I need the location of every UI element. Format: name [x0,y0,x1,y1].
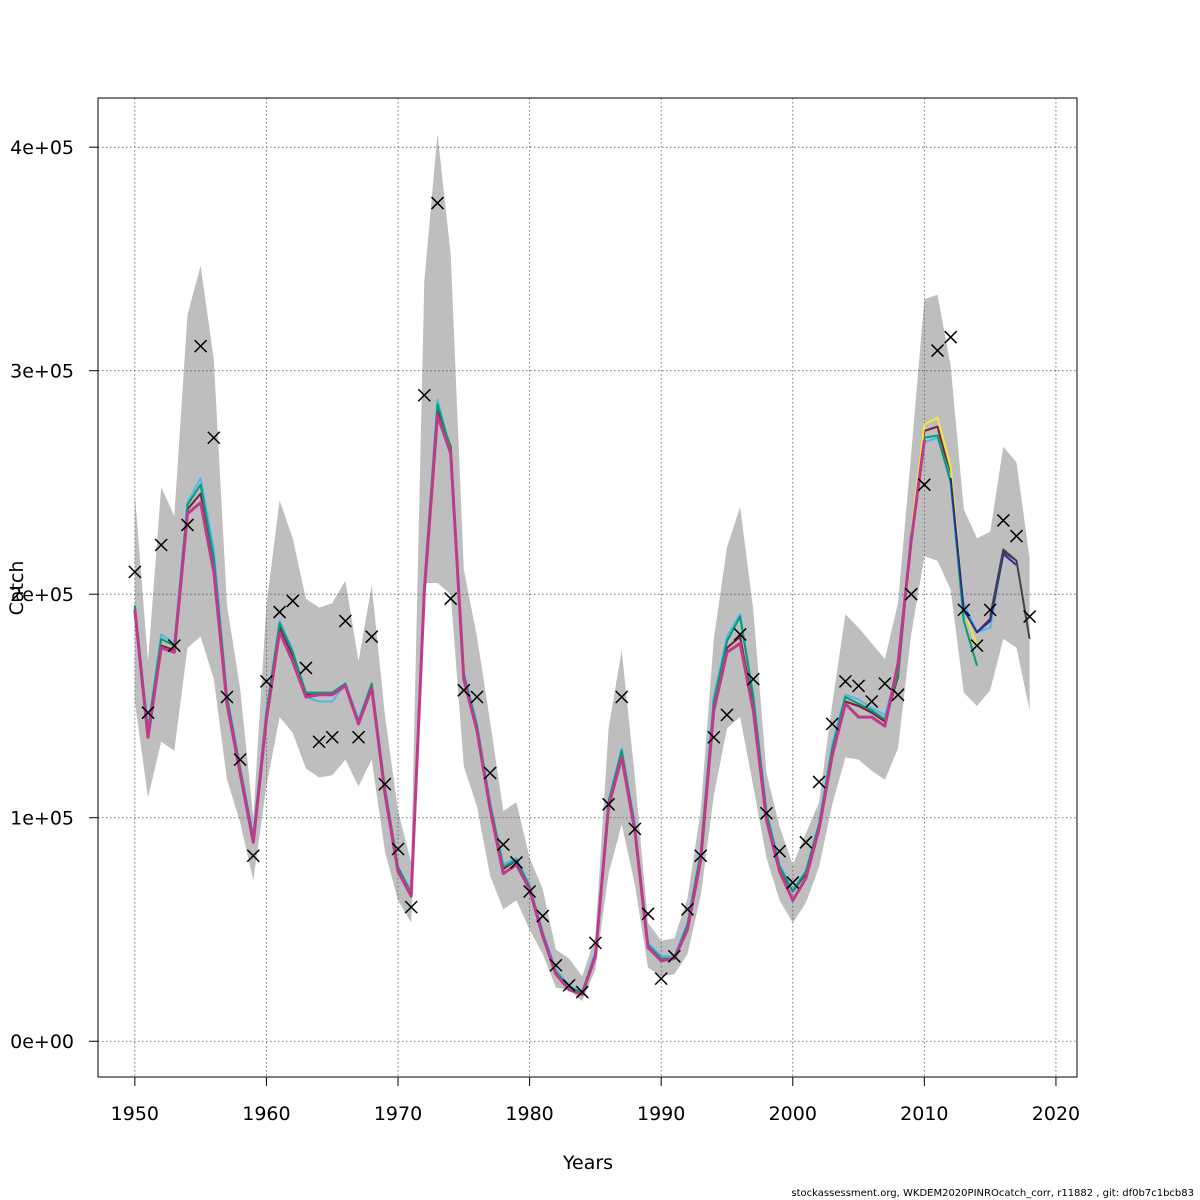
observed-point [523,884,537,899]
observed-point [707,730,721,744]
observed-point [496,838,510,852]
observed-point [825,717,839,731]
plot-frame [97,97,1078,1078]
observed-point [970,639,984,653]
observed-point [365,630,379,644]
x-tick-label: 2000 [769,1103,817,1125]
observed-point [207,431,221,445]
observed-point [286,594,300,608]
y-axis: 0e+00 1e+05 2e+05 3e+05 4e+05 [10,137,98,1053]
observed-point [141,706,155,720]
observed-point [220,690,234,704]
series-line-7 [133,413,926,996]
observed-point [878,677,892,691]
observed-point [746,672,760,686]
observed-point [325,730,339,744]
observed-point [483,766,497,780]
observed-point [957,603,971,617]
x-tick-label: 1950 [111,1103,159,1125]
observed-point [536,909,550,923]
observed-point [457,683,471,697]
footer-credit: stockassessment.org, WKDEM2020PINROcatch… [791,1188,1194,1199]
observed-point [773,844,787,858]
observed-point [167,639,181,653]
observed-point [733,627,747,641]
observed-point [602,797,616,811]
x-tick-label: 1960 [242,1103,290,1125]
observed-point [194,339,208,353]
observed-point [299,661,313,675]
observed-point [930,344,945,358]
observed-point [786,876,800,890]
observed-point [641,907,655,921]
y-tick-label: 0e+00 [10,1031,74,1053]
observed-point [615,690,629,704]
observed-point [759,806,773,820]
observed-point [983,603,997,617]
observed-point [233,753,247,767]
observed-point [246,849,260,863]
observed-point [944,330,958,344]
observed-point [391,842,405,856]
observed-point [312,735,326,749]
observed-point [628,822,642,836]
series-line-6 [989,548,1031,640]
observed-point [654,972,668,986]
x-axis-label: Years [562,1152,613,1174]
y-tick-label: 2e+05 [10,584,74,606]
observed-point [904,587,918,601]
series-line-5 [949,477,1018,634]
x-tick-label: 1990 [637,1103,685,1125]
observed-point [154,538,168,552]
x-axis: 1950 1960 1970 1980 1990 2000 2010 2020 [111,1077,1080,1125]
observed-point [865,694,879,709]
observed-point [128,565,142,579]
observed-point [562,978,576,992]
observed-point [352,730,366,744]
observed-point [259,674,273,688]
observed-point [338,614,352,628]
observed-point [575,985,589,999]
x-tick-label: 1980 [505,1103,553,1125]
observed-point [588,936,602,950]
x-tick-label: 1970 [374,1103,422,1125]
x-tick-label: 2020 [1032,1103,1080,1125]
observed-point [667,949,681,963]
observed-point [1009,529,1024,543]
y-tick-label: 3e+05 [10,361,74,383]
observed-point [444,592,458,606]
x-tick-label: 2010 [900,1103,948,1125]
observed-point [549,958,563,972]
y-tick-label: 4e+05 [10,137,74,159]
observed-point [1023,610,1037,624]
observed-point [470,690,484,704]
observed-point [891,688,905,702]
observed-point [273,605,287,619]
observed-point [694,849,708,863]
grid [98,98,1077,1077]
observed-point [430,196,445,210]
observed-point [838,674,852,688]
observed-point [799,835,813,849]
observed-point [180,518,195,532]
y-tick-label: 1e+05 [10,808,74,830]
observed-point [720,708,734,722]
confidence-band-area [134,133,1030,1002]
observed-point [852,679,866,693]
observed-point [996,513,1010,527]
observed-point [812,775,826,789]
observed-point [680,902,695,916]
observed-point [917,478,931,492]
observed-point [378,777,392,791]
y-axis-label: Catch [6,561,28,616]
observed-point [404,900,418,914]
confidence-band [134,133,1030,1002]
observed-point [417,388,431,402]
observed-point [509,855,523,869]
observed-points [128,196,1037,999]
